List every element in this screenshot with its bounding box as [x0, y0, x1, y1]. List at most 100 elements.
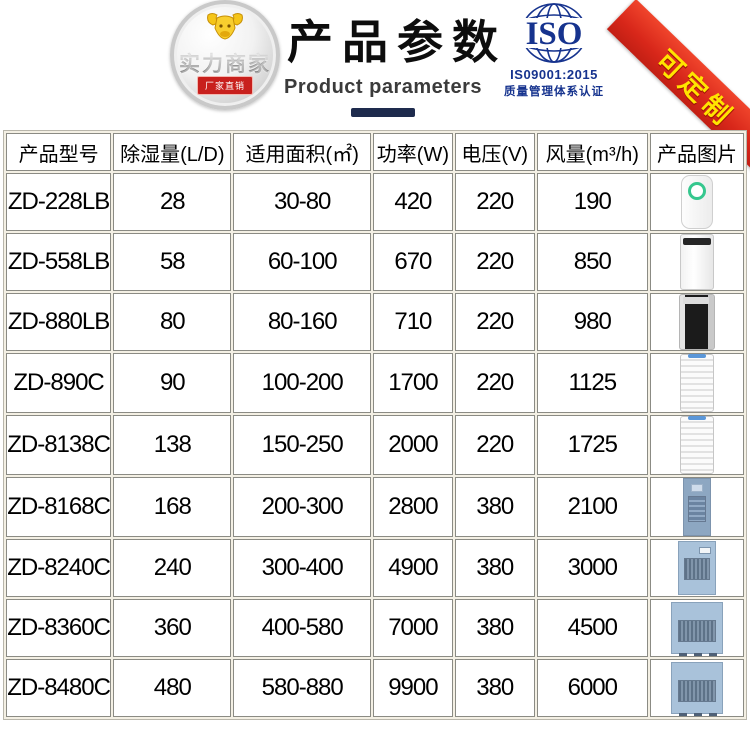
cell-capacity: 480 [113, 659, 232, 717]
table-row: ZD-890C 90 100-200 1700 220 1125 [6, 353, 744, 413]
table-row: ZD-8138C 138 150-250 2000 220 1725 [6, 415, 744, 475]
cell-power: 9900 [372, 659, 453, 717]
cell-image [649, 233, 744, 291]
col-header-airflow: 风量(m³/h) [536, 133, 648, 171]
cell-image [649, 173, 744, 231]
cell-image [649, 659, 744, 717]
cell-model: ZD-558LB [6, 233, 112, 291]
cell-image [649, 477, 744, 537]
cell-area: 150-250 [233, 415, 371, 475]
cell-voltage: 380 [454, 659, 535, 717]
badge-brand-text: 实力商家 [174, 48, 276, 78]
table-row: ZD-8240C 240 300-400 4900 380 3000 [6, 539, 744, 597]
cell-model: ZD-8168C [6, 477, 112, 537]
cell-model: ZD-890C [6, 353, 112, 413]
cell-capacity: 360 [113, 599, 232, 657]
cell-image [649, 539, 744, 597]
cell-airflow: 1725 [536, 415, 648, 475]
cell-power: 710 [372, 293, 453, 351]
col-header-capacity: 除湿量(L/D) [113, 133, 232, 171]
cell-area: 400-580 [233, 599, 371, 657]
cell-capacity: 28 [113, 173, 232, 231]
iso-standard-text: IS09001:2015 [510, 67, 598, 82]
cell-power: 7000 [372, 599, 453, 657]
product-image-white-louver-tower [679, 416, 714, 474]
table-body: ZD-228LB 28 30-80 420 220 190 ZD-558LB 58 60-100… [6, 173, 744, 717]
cell-airflow: 3000 [536, 539, 648, 597]
col-header-model: 产品型号 [6, 133, 112, 171]
cell-area: 30-80 [233, 173, 371, 231]
cell-model: ZD-8360C [6, 599, 112, 657]
table-row: ZD-880LB 80 80-160 710 220 980 [6, 293, 744, 351]
col-header-voltage: 电压(V) [454, 133, 535, 171]
cell-image [649, 353, 744, 413]
cell-voltage: 220 [454, 415, 535, 475]
cell-voltage: 220 [454, 293, 535, 351]
cell-model: ZD-8480C [6, 659, 112, 717]
page-subtitle: Product parameters [284, 76, 482, 98]
cell-power: 670 [372, 233, 453, 291]
page-header: 实力商家 厂家直销 产品参数 Product parameters ISO IS… [0, 0, 750, 176]
product-image-blue-industrial-cabinet-wide [670, 602, 723, 656]
product-image-white-louver-tower [679, 354, 714, 412]
svg-text:ISO: ISO [526, 16, 583, 52]
cell-airflow: 980 [536, 293, 648, 351]
spec-table: 产品型号 除湿量(L/D) 适用面积(㎡) 功率(W) 电压(V) 风量(m³/h) 产品图… [3, 130, 747, 720]
product-image-blue-industrial-cabinet [677, 541, 716, 595]
title-block: 产品参数 Product parameters [278, 6, 507, 117]
badge-banner-text: 厂家直销 [196, 76, 254, 95]
cell-capacity: 240 [113, 539, 232, 597]
cell-capacity: 58 [113, 233, 232, 291]
ribbon-label: 可定制 [650, 44, 741, 133]
col-header-area: 适用面积(㎡) [233, 133, 371, 171]
cell-image [649, 415, 744, 475]
cell-voltage: 220 [454, 233, 535, 291]
cell-voltage: 380 [454, 539, 535, 597]
cell-airflow: 2100 [536, 477, 648, 537]
cell-model: ZD-880LB [6, 293, 112, 351]
cell-area: 60-100 [233, 233, 371, 291]
cell-image [649, 293, 744, 351]
product-image-blue-industrial-tower [682, 478, 711, 536]
table-row: ZD-8480C 480 580-880 9900 380 6000 [6, 659, 744, 717]
cell-model: ZD-8138C [6, 415, 112, 475]
cell-airflow: 4500 [536, 599, 648, 657]
product-image-black-panel-tower [678, 294, 715, 350]
cell-airflow: 6000 [536, 659, 648, 717]
cell-area: 80-160 [233, 293, 371, 351]
cell-area: 200-300 [233, 477, 371, 537]
cell-capacity: 168 [113, 477, 232, 537]
cell-voltage: 220 [454, 173, 535, 231]
cell-power: 420 [372, 173, 453, 231]
cell-voltage: 220 [454, 353, 535, 413]
table-row: ZD-558LB 58 60-100 670 220 850 [6, 233, 744, 291]
cell-area: 580-880 [233, 659, 371, 717]
cell-area: 300-400 [233, 539, 371, 597]
gold-bull-icon [207, 13, 243, 40]
cell-airflow: 850 [536, 233, 648, 291]
table-row: ZD-8360C 360 400-580 7000 380 4500 [6, 599, 744, 657]
cell-capacity: 80 [113, 293, 232, 351]
cell-airflow: 1125 [536, 353, 648, 413]
table-row: ZD-8168C 168 200-300 2800 380 2100 [6, 477, 744, 537]
brand-badge: 实力商家 厂家直销 [170, 0, 280, 110]
cell-capacity: 90 [113, 353, 232, 413]
cell-power: 2800 [372, 477, 453, 537]
table-header-row: 产品型号 除湿量(L/D) 适用面积(㎡) 功率(W) 电压(V) 风量(m³/h) 产品图… [6, 133, 744, 171]
iso-globe-icon: ISO [520, 3, 588, 63]
cell-power: 2000 [372, 415, 453, 475]
title-underline-bar [351, 108, 415, 117]
col-header-power: 功率(W) [372, 133, 453, 171]
cell-power: 4900 [372, 539, 453, 597]
product-image-white-compact-green-ring [680, 175, 713, 229]
cell-airflow: 190 [536, 173, 648, 231]
cell-model: ZD-228LB [6, 173, 112, 231]
cell-capacity: 138 [113, 415, 232, 475]
page-title: 产品参数 [287, 16, 507, 68]
table-row: ZD-228LB 28 30-80 420 220 190 [6, 173, 744, 231]
cell-voltage: 380 [454, 599, 535, 657]
cell-power: 1700 [372, 353, 453, 413]
product-image-blue-industrial-cabinet-wide [670, 662, 723, 716]
iso-certification: ISO IS09001:2015 质量管理体系认证 [496, 2, 612, 99]
